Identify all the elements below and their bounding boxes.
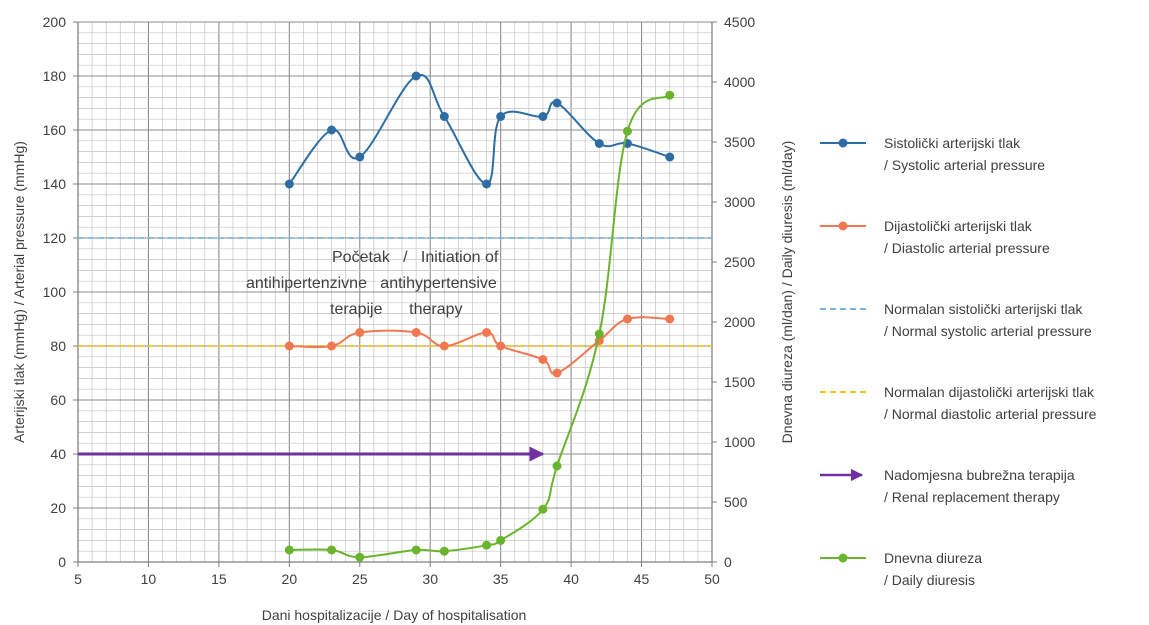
y-left-tick-label: 200	[43, 14, 67, 30]
data-point-dia	[552, 368, 562, 378]
data-point-dia	[538, 355, 548, 364]
x-tick-label: 10	[141, 571, 157, 587]
legend-label-sys: Sistolički arterijski tlak	[884, 135, 1021, 151]
legend-sublabel-normsys: / Normal systolic arterial pressure	[884, 323, 1092, 339]
data-point-dia	[496, 341, 506, 351]
data-point-sys	[552, 98, 562, 108]
data-point-diur	[327, 545, 337, 555]
data-point-sys	[594, 139, 604, 148]
data-point-diur	[482, 540, 492, 550]
data-point-sys	[284, 179, 294, 189]
annotation-line-2: antihipertenzivne antihypertensive	[246, 275, 497, 292]
data-point-dia	[482, 328, 492, 337]
y-left-tick-label: 80	[50, 338, 66, 354]
legend-label-diur: Dnevna diureza	[884, 550, 982, 566]
x-tick-label: 5	[74, 571, 82, 587]
data-point-sys	[411, 71, 421, 81]
y-left-axis-title: Arterijski tlak (mmHg) / Arterial pressu…	[11, 141, 27, 443]
data-point-sys	[439, 112, 449, 121]
y-left-tick-labels: 0 20 40 60 80 100 120 140 160 180 200	[43, 14, 67, 570]
x-tick-label: 20	[282, 571, 298, 587]
data-point-dia	[327, 341, 337, 351]
legend-label-normsys: Normalan sistolički arterijski tlak	[884, 301, 1083, 317]
data-point-dia	[411, 328, 421, 337]
annotation-line-3: terapije therapy	[330, 301, 463, 318]
y-right-tick-label: 1000	[724, 434, 755, 450]
data-point-dia	[622, 314, 632, 324]
legend-marker-dia	[838, 221, 848, 231]
data-point-sys	[482, 179, 492, 189]
y-left-tick-label: 180	[43, 68, 67, 84]
series-layer	[78, 71, 712, 562]
x-tick-label: 25	[352, 571, 368, 587]
data-point-diur	[594, 329, 604, 339]
y-right-tick-label: 3000	[724, 194, 755, 210]
legend-label-rrt: Nadomjesna bubrežna terapija	[884, 467, 1075, 483]
annotation: Početak / Initiation of antihipertenzivn…	[246, 249, 499, 318]
y-left-tick-label: 0	[58, 554, 66, 570]
data-point-diur	[552, 461, 562, 471]
legend-label-normdia: Normalan dijastolički arterijski tlak	[884, 384, 1095, 400]
x-tick-label: 40	[563, 571, 579, 587]
data-point-diur	[622, 126, 632, 136]
data-point-dia	[355, 328, 365, 337]
data-point-sys	[355, 152, 365, 162]
legend-sublabel-diur: / Daily diuresis	[884, 572, 975, 588]
data-point-sys	[538, 112, 548, 121]
data-point-diur	[411, 545, 421, 555]
annotation-line-1: Početak / Initiation of	[332, 249, 499, 266]
legend-sublabel-dia: / Diastolic arterial pressure	[884, 240, 1050, 256]
y-right-tick-label: 3500	[724, 134, 755, 150]
legend-sublabel-rrt: / Renal replacement therapy	[884, 489, 1060, 505]
data-point-diur	[439, 546, 449, 556]
y-right-tick-label: 0	[724, 554, 732, 570]
data-point-diur	[355, 552, 365, 562]
data-point-dia	[439, 341, 449, 351]
series-line-diur	[289, 94, 671, 559]
y-left-tick-label: 40	[50, 446, 66, 462]
x-tick-label: 35	[493, 571, 509, 587]
data-point-diur	[538, 504, 548, 514]
data-point-diur	[284, 545, 294, 555]
legend-label-dia: Dijastolički arterijski tlak	[884, 218, 1033, 234]
y-left-tick-label: 160	[43, 122, 67, 138]
x-tick-label: 45	[634, 571, 650, 587]
data-point-sys	[327, 125, 337, 135]
y-left-tick-label: 60	[50, 392, 66, 408]
y-right-tick-label: 4500	[724, 14, 755, 30]
x-tick-label: 50	[704, 571, 720, 587]
x-axis-title: Dani hospitalizacije / Day of hospitalis…	[262, 607, 527, 623]
data-point-diur	[665, 90, 675, 100]
legend-sublabel-normdia: / Normal diastolic arterial pressure	[884, 406, 1097, 422]
y-left-tick-label: 120	[43, 230, 67, 246]
y-left-tick-label: 100	[43, 284, 67, 300]
series-line-sys	[288, 73, 671, 186]
axes	[73, 21, 717, 567]
y-right-tick-label: 4000	[724, 74, 755, 90]
y-right-tick-label: 1500	[724, 374, 755, 390]
y-right-tick-labels: 0 500 1000 1500 2000 2500 3000 3500 4000 4500	[724, 14, 755, 570]
data-point-sys	[496, 112, 506, 121]
y-left-tick-label: 140	[43, 176, 67, 192]
legend-marker-diur	[838, 553, 848, 563]
data-point-dia	[284, 341, 294, 351]
x-tick-labels: 5 10 15 20 25 30 35 40 45 50	[74, 571, 720, 587]
data-point-dia	[665, 314, 675, 324]
y-right-tick-label: 2500	[724, 254, 755, 270]
y-left-tick-label: 20	[50, 500, 66, 516]
y-right-tick-label: 2000	[724, 314, 755, 330]
y-right-axis-title: Dnevna diureza (ml/dan) / Daily diuresis…	[779, 141, 795, 444]
grid-lines	[77, 21, 713, 563]
x-tick-label: 15	[211, 571, 227, 587]
y-right-tick-label: 500	[724, 494, 748, 510]
data-point-sys	[665, 152, 675, 162]
legend: Sistolički arterijski tlak / Systolic art…	[820, 135, 1097, 588]
x-tick-label: 30	[422, 571, 438, 587]
legend-marker-sys	[838, 138, 848, 148]
legend-sublabel-sys: / Systolic arterial pressure	[884, 157, 1045, 173]
data-point-diur	[496, 535, 506, 545]
